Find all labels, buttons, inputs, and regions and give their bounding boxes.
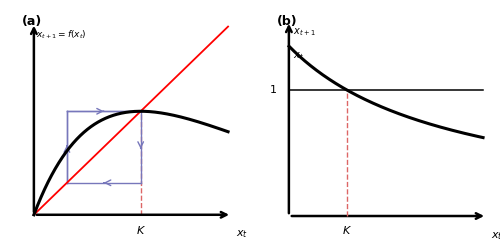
Text: (a): (a) — [22, 15, 42, 28]
Text: (b): (b) — [277, 15, 297, 28]
Text: $x_t$: $x_t$ — [491, 230, 500, 242]
Text: $x_t$: $x_t$ — [236, 228, 248, 240]
Text: $x_t$: $x_t$ — [293, 50, 304, 62]
Text: $K$: $K$ — [342, 224, 352, 236]
Text: $x_{t+1}$: $x_{t+1}$ — [293, 27, 316, 39]
Text: $K$: $K$ — [136, 224, 145, 236]
Text: $x_{t+1}=f(x_t)$: $x_{t+1}=f(x_t)$ — [36, 29, 86, 41]
Text: 1: 1 — [270, 85, 277, 95]
